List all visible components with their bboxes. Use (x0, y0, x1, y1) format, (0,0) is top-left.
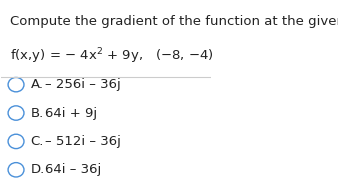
Text: A.: A. (31, 78, 44, 91)
Text: 64i – 36j: 64i – 36j (45, 163, 102, 176)
Text: Compute the gradient of the function at the given point.: Compute the gradient of the function at … (10, 15, 338, 28)
Text: 64i + 9j: 64i + 9j (45, 107, 97, 120)
Text: D.: D. (31, 163, 45, 176)
Text: – 512i – 36j: – 512i – 36j (45, 135, 121, 148)
Text: – 256i – 36j: – 256i – 36j (45, 78, 121, 91)
Text: C.: C. (31, 135, 44, 148)
Text: B.: B. (31, 107, 44, 120)
Text: f(x,y) = $-$ 4x$^2$ + 9y,   ($-$8, $-$4): f(x,y) = $-$ 4x$^2$ + 9y, ($-$8, $-$4) (10, 47, 213, 66)
